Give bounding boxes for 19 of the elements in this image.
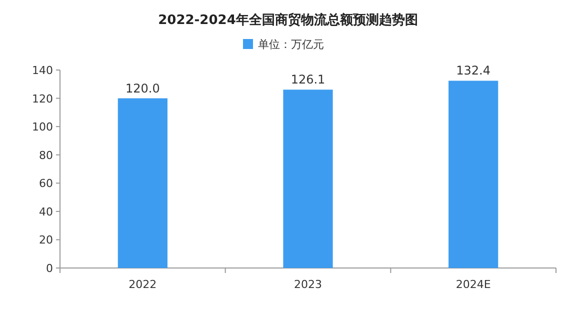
data-label: 126.1 — [290, 72, 326, 87]
legend-label: 单位：万亿元 — [258, 38, 324, 51]
y-tick-label: 80 — [39, 148, 53, 162]
y-tick-label: 100 — [32, 120, 53, 134]
y-tick-label: 140 — [32, 64, 53, 77]
data-label: 132.4 — [456, 64, 491, 78]
x-tick-label: 2022 — [128, 278, 157, 291]
chart-title: 2022-2024年全国商贸物流总额预测趋势图 — [158, 12, 418, 28]
y-tick-label: 20 — [39, 234, 53, 247]
bar — [283, 90, 333, 268]
y-tick-label: 0 — [46, 262, 53, 275]
x-tick-label: 2023 — [294, 278, 322, 291]
y-tick-label: 60 — [39, 177, 53, 190]
bar — [118, 98, 168, 268]
x-tick-label: 2024E — [456, 278, 491, 291]
bar — [448, 80, 498, 268]
y-tick-label: 120 — [32, 92, 53, 106]
y-tick-label: 40 — [39, 205, 53, 218]
data-label: 120.0 — [125, 81, 160, 96]
